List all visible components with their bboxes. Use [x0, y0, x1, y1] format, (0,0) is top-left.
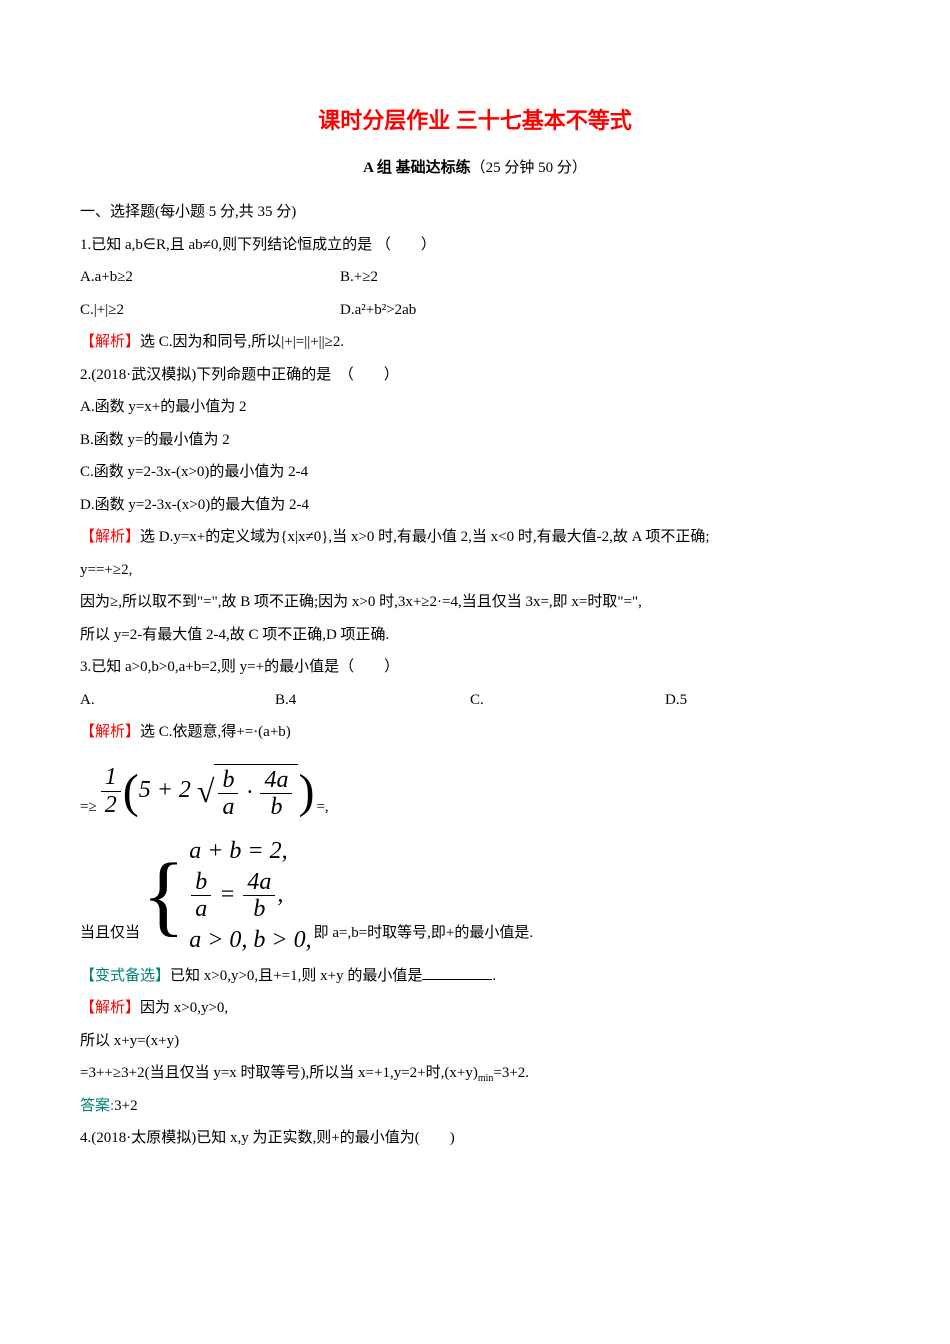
sqrt-wrap: √ba · 4ab — [197, 761, 299, 822]
eq-sign: = — [219, 881, 235, 907]
comma: , — [277, 881, 283, 907]
q2-solution-2: y==+≥2, — [80, 556, 870, 585]
frac-half: 1 2 — [101, 764, 121, 818]
blank-line — [422, 966, 492, 980]
q2-solution-3: 因为≥,所以取不到"=",故 B 项不正确;因为 x>0 时,3x+≥2·=4,… — [80, 588, 870, 617]
q3-option-b: B.4 — [275, 686, 470, 715]
q2-stem: 2.(2018·武汉模拟)下列命题中正确的是 （ ） — [80, 361, 870, 390]
q2-sol-text-1: 选 D.y=x+的定义域为{x|x≠0},当 x>0 时,有最小值 2,当 x<… — [140, 529, 709, 545]
sqrt-body: ba · 4ab — [214, 764, 298, 821]
brace-system: { a + b = 2, ba = 4ab, a > 0, b > 0, — [142, 836, 312, 956]
frac-den: b — [260, 794, 292, 820]
frac-den: b — [243, 896, 275, 922]
q1-solution-text: 选 C.因为和同号,所以|+|=||+||≥2. — [140, 334, 344, 350]
q2-option-a: A.函数 y=x+的最小值为 2 — [80, 393, 870, 422]
q3-solution: 【解析】选 C.依题意,得+=·(a+b) — [80, 718, 870, 747]
q2-option-b: B.函数 y=的最小值为 2 — [80, 426, 870, 455]
variant-answer: 答案:3+2 — [80, 1092, 870, 1121]
q3-condition: 当且仅当 { a + b = 2, ba = 4ab, a > 0, b > 0… — [80, 836, 870, 956]
q1-stem: 1.已知 a,b∈R,且 ab≠0,则下列结论恒成立的是 （ ） — [80, 231, 870, 260]
q3-options: A. B.4 C. D.5 — [80, 686, 870, 715]
frac-den: a — [218, 794, 238, 820]
q1-options-row2: C.|+|≥2 D.a²+b²>2ab — [80, 296, 870, 325]
variant-stem-text: 已知 x>0,y>0,且+=1,则 x+y 的最小值是 — [170, 968, 422, 984]
left-paren-icon: ( — [123, 765, 139, 818]
page-title: 课时分层作业 三十七基本不等式 — [80, 100, 870, 142]
frac-den: a — [191, 896, 211, 922]
section-time-note: （25 分钟 50 分） — [471, 160, 587, 176]
cond-row-1: a + b = 2, — [189, 836, 311, 867]
q4-stem: 4.(2018·太原模拟)已知 x,y 为正实数,则+的最小值为( ) — [80, 1124, 870, 1153]
min-subscript: min — [478, 1073, 494, 1084]
sqrt-icon: √ — [197, 773, 215, 809]
q3-solution-text: 选 C.依题意,得+=·(a+b) — [140, 724, 291, 740]
frac-4ab: 4ab — [260, 767, 292, 821]
q1-option-d: D.a²+b²>2ab — [340, 296, 600, 325]
variant-sol-3: =3++≥3+2(当且仅当 y=x 时取等号),所以当 x=+1,y=2+时,(… — [80, 1059, 870, 1088]
section-group-label: A 组 基础达标练 — [363, 160, 471, 176]
solution-label: 【解析】 — [80, 529, 140, 545]
variant-sol-3b: =3+2. — [493, 1065, 529, 1081]
answer-text: 3+2 — [114, 1098, 137, 1114]
variant-sol-text-1: 因为 x>0,y>0, — [140, 1000, 228, 1016]
q3-option-d: D.5 — [665, 686, 860, 715]
q2-solution-1: 【解析】选 D.y=x+的定义域为{x|x≠0},当 x>0 时,有最小值 2,… — [80, 523, 870, 552]
heading-1: 一、选择题(每小题 5 分,共 35 分) — [80, 198, 870, 227]
q2-option-d: D.函数 y=2-3x-(x>0)的最大值为 2-4 — [80, 491, 870, 520]
variant-sol-2: 所以 x+y=(x+y) — [80, 1027, 870, 1056]
q1-solution: 【解析】选 C.因为和同号,所以|+|=||+||≥2. — [80, 328, 870, 357]
frac-num: 4a — [260, 767, 292, 794]
cond-suffix: 即 a=,b=时取等号,即+的最小值是. — [314, 919, 534, 948]
variant-sol-1: 【解析】因为 x>0,y>0, — [80, 994, 870, 1023]
q3-stem: 3.已知 a>0,b>0,a+b=2,则 y=+的最小值是（ ） — [80, 653, 870, 682]
math-prefix: =≥ — [80, 793, 97, 822]
cond-row-3: a > 0, b > 0, — [189, 925, 311, 956]
blank-dot: . — [492, 968, 496, 984]
q3-option-a: A. — [80, 686, 275, 715]
frac-num: 4a — [243, 869, 275, 896]
solution-label: 【解析】 — [80, 334, 140, 350]
frac-ba: ba — [218, 767, 238, 821]
solution-label: 【解析】 — [80, 1000, 140, 1016]
frac-4ab2: 4ab — [243, 869, 275, 923]
q1-options-row1: A.a+b≥2 B.+≥2 — [80, 263, 870, 292]
dot-op: · — [246, 779, 252, 805]
q2-solution-4: 所以 y=2-有最大值 2-4,故 C 项不正确,D 项正确. — [80, 621, 870, 650]
frac-den: 2 — [101, 792, 121, 818]
right-paren-icon: ) — [298, 765, 314, 818]
left-brace-icon: { — [142, 860, 185, 932]
frac-num: 1 — [101, 764, 121, 791]
q1-option-a: A.a+b≥2 — [80, 263, 340, 292]
section-header: A 组 基础达标练（25 分钟 50 分） — [80, 154, 870, 183]
math-suffix: =, — [316, 793, 328, 822]
variant-label: 【变式备选】 — [80, 968, 170, 984]
solution-label: 【解析】 — [80, 724, 140, 740]
variant-sol-3a: =3++≥3+2(当且仅当 y=x 时取等号),所以当 x=+1,y=2+时,(… — [80, 1065, 478, 1081]
q3-option-c: C. — [470, 686, 665, 715]
cond-row-2: ba = 4ab, — [189, 869, 311, 923]
q3-math-expr: =≥ 1 2 (5 + 2 √ba · 4ab ) =, — [80, 753, 870, 830]
q1-option-c: C.|+|≥2 — [80, 296, 340, 325]
variant-stem: 【变式备选】已知 x>0,y>0,且+=1,则 x+y 的最小值是. — [80, 962, 870, 991]
answer-label: 答案: — [80, 1098, 114, 1114]
frac-num: b — [191, 869, 211, 896]
math-five-plus: 5 + 2 — [139, 777, 191, 803]
q2-option-c: C.函数 y=2-3x-(x>0)的最小值为 2-4 — [80, 458, 870, 487]
cond-prefix: 当且仅当 — [80, 919, 140, 948]
q1-option-b: B.+≥2 — [340, 263, 600, 292]
frac-ba2: ba — [191, 869, 211, 923]
frac-num: b — [218, 767, 238, 794]
